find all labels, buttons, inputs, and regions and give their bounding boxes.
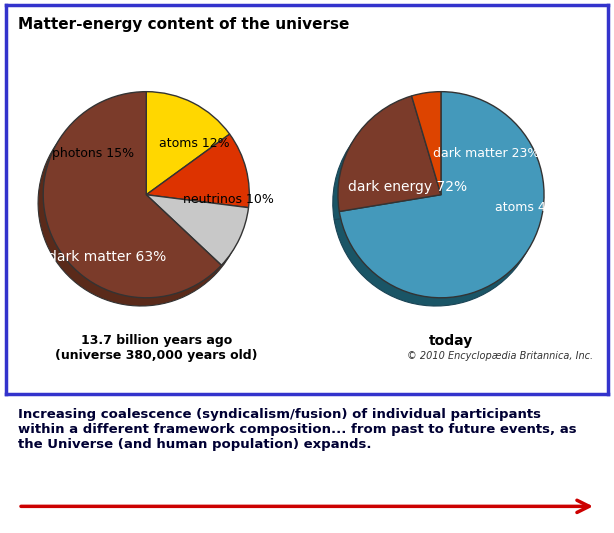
Wedge shape: [43, 92, 222, 298]
Wedge shape: [411, 92, 441, 195]
Wedge shape: [146, 92, 230, 195]
Wedge shape: [334, 100, 539, 306]
Text: 13.7 billion years ago
(universe 380,000 years old): 13.7 billion years ago (universe 380,000…: [55, 334, 258, 362]
Wedge shape: [38, 100, 216, 306]
Wedge shape: [141, 142, 244, 216]
Wedge shape: [146, 134, 249, 208]
Text: atoms 12%: atoms 12%: [159, 136, 230, 150]
Wedge shape: [406, 100, 436, 203]
Text: dark matter 23%: dark matter 23%: [433, 147, 539, 160]
Text: dark matter 63%: dark matter 63%: [49, 249, 166, 263]
Wedge shape: [146, 195, 249, 265]
Text: neutrinos 10%: neutrinos 10%: [183, 193, 274, 206]
Text: today: today: [429, 334, 473, 348]
Wedge shape: [333, 104, 436, 220]
Text: atoms 4.6%: atoms 4.6%: [495, 201, 569, 214]
Text: Increasing coalescence (syndicalism/fusion) of individual participants
within a : Increasing coalescence (syndicalism/fusi…: [18, 408, 577, 451]
Wedge shape: [338, 96, 441, 212]
Text: dark energy 72%: dark energy 72%: [348, 180, 468, 194]
Text: © 2010 Encyclopædia Britannica, Inc.: © 2010 Encyclopædia Britannica, Inc.: [406, 351, 593, 361]
Wedge shape: [141, 100, 225, 203]
Text: photons 15%: photons 15%: [52, 147, 134, 160]
Wedge shape: [340, 92, 544, 298]
Text: Matter-energy content of the universe: Matter-energy content of the universe: [18, 17, 349, 32]
Wedge shape: [141, 203, 243, 273]
